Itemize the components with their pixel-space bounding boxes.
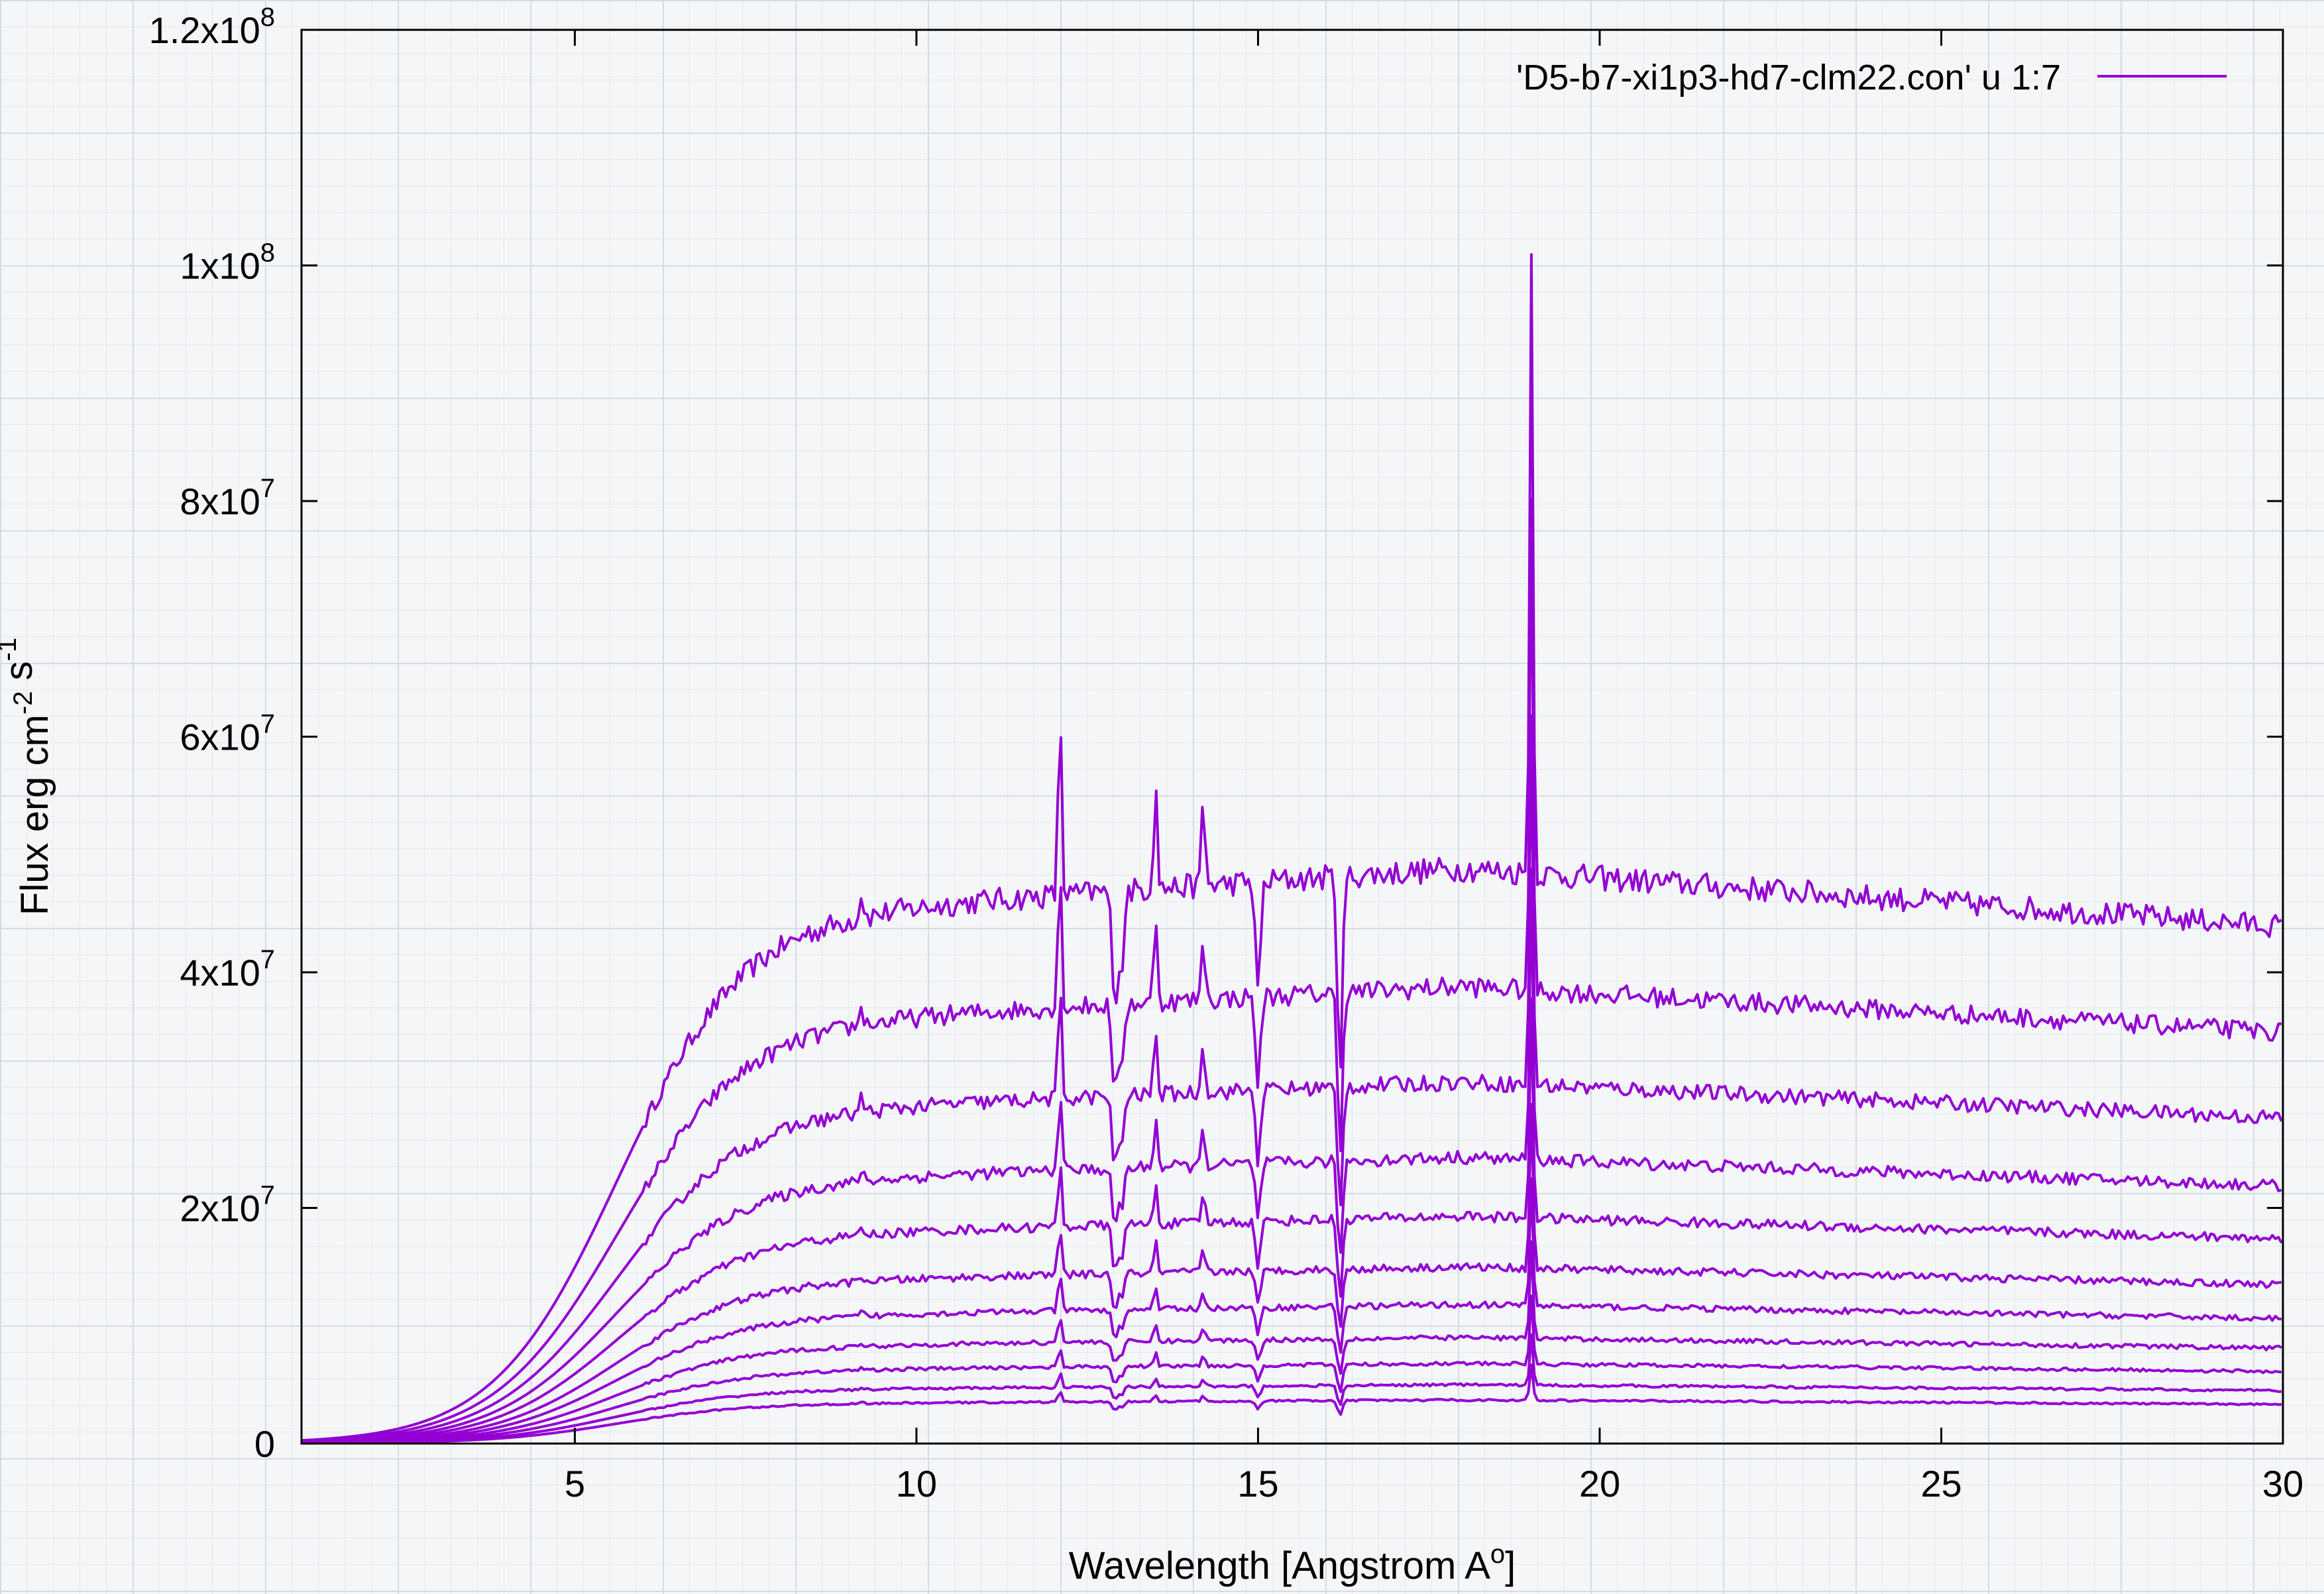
y-tick-label: 1.2x108 (149, 3, 275, 51)
spectrum-line-5 (301, 997, 2283, 1444)
spectrum-line-3 (301, 714, 2283, 1443)
spectrum-line-9 (302, 1294, 2282, 1445)
legend-label: 'D5-b7-xi1p3-hd7-clm22.con' u 1:7 (1516, 58, 2061, 97)
y-tick-label: 6x107 (180, 710, 275, 758)
y-tick-label: 1x108 (180, 239, 275, 287)
spectrum-curves (301, 253, 2283, 1445)
y-tick-label: 0 (254, 1423, 275, 1465)
x-tick-label: 30 (2262, 1463, 2303, 1505)
axis-ticks (302, 28, 2284, 1445)
y-tick-label: 2x107 (180, 1181, 275, 1229)
y-tick-label: 8x107 (180, 474, 275, 522)
y-tick-labels: 0 2x107 4x107 6x107 8x107 1x108 1.2x108 (149, 3, 275, 1465)
y-tick-label: 4x107 (180, 945, 275, 994)
y-axis-title: Flux erg cm-2 s-1 (0, 638, 56, 915)
x-tick-label: 25 (1920, 1463, 1962, 1505)
spectrum-line-10 (302, 1333, 2282, 1445)
x-tick-label: 10 (896, 1463, 937, 1505)
plot-frame (300, 28, 2284, 1445)
spectrum-line-8 (302, 1240, 2282, 1445)
spectrum-line-4 (301, 868, 2282, 1444)
spectrum-line-2 (301, 498, 2282, 1443)
spectrum-line-1 (301, 253, 2282, 1442)
legend: 'D5-b7-xi1p3-hd7-clm22.con' u 1:7 (1516, 58, 2227, 97)
x-tick-label: 5 (565, 1463, 585, 1505)
spectrum-line-7 (301, 1177, 2282, 1444)
x-tick-label: 15 (1237, 1463, 1278, 1505)
spectrum-line-11 (302, 1363, 2282, 1445)
spectrum-line-6 (302, 1103, 2282, 1444)
x-axis-title: Wavelength [Angstrom Ao] (1069, 1540, 1516, 1587)
x-tick-labels: 5 10 15 20 25 30 (565, 1463, 2303, 1505)
x-tick-label: 20 (1579, 1463, 1620, 1505)
